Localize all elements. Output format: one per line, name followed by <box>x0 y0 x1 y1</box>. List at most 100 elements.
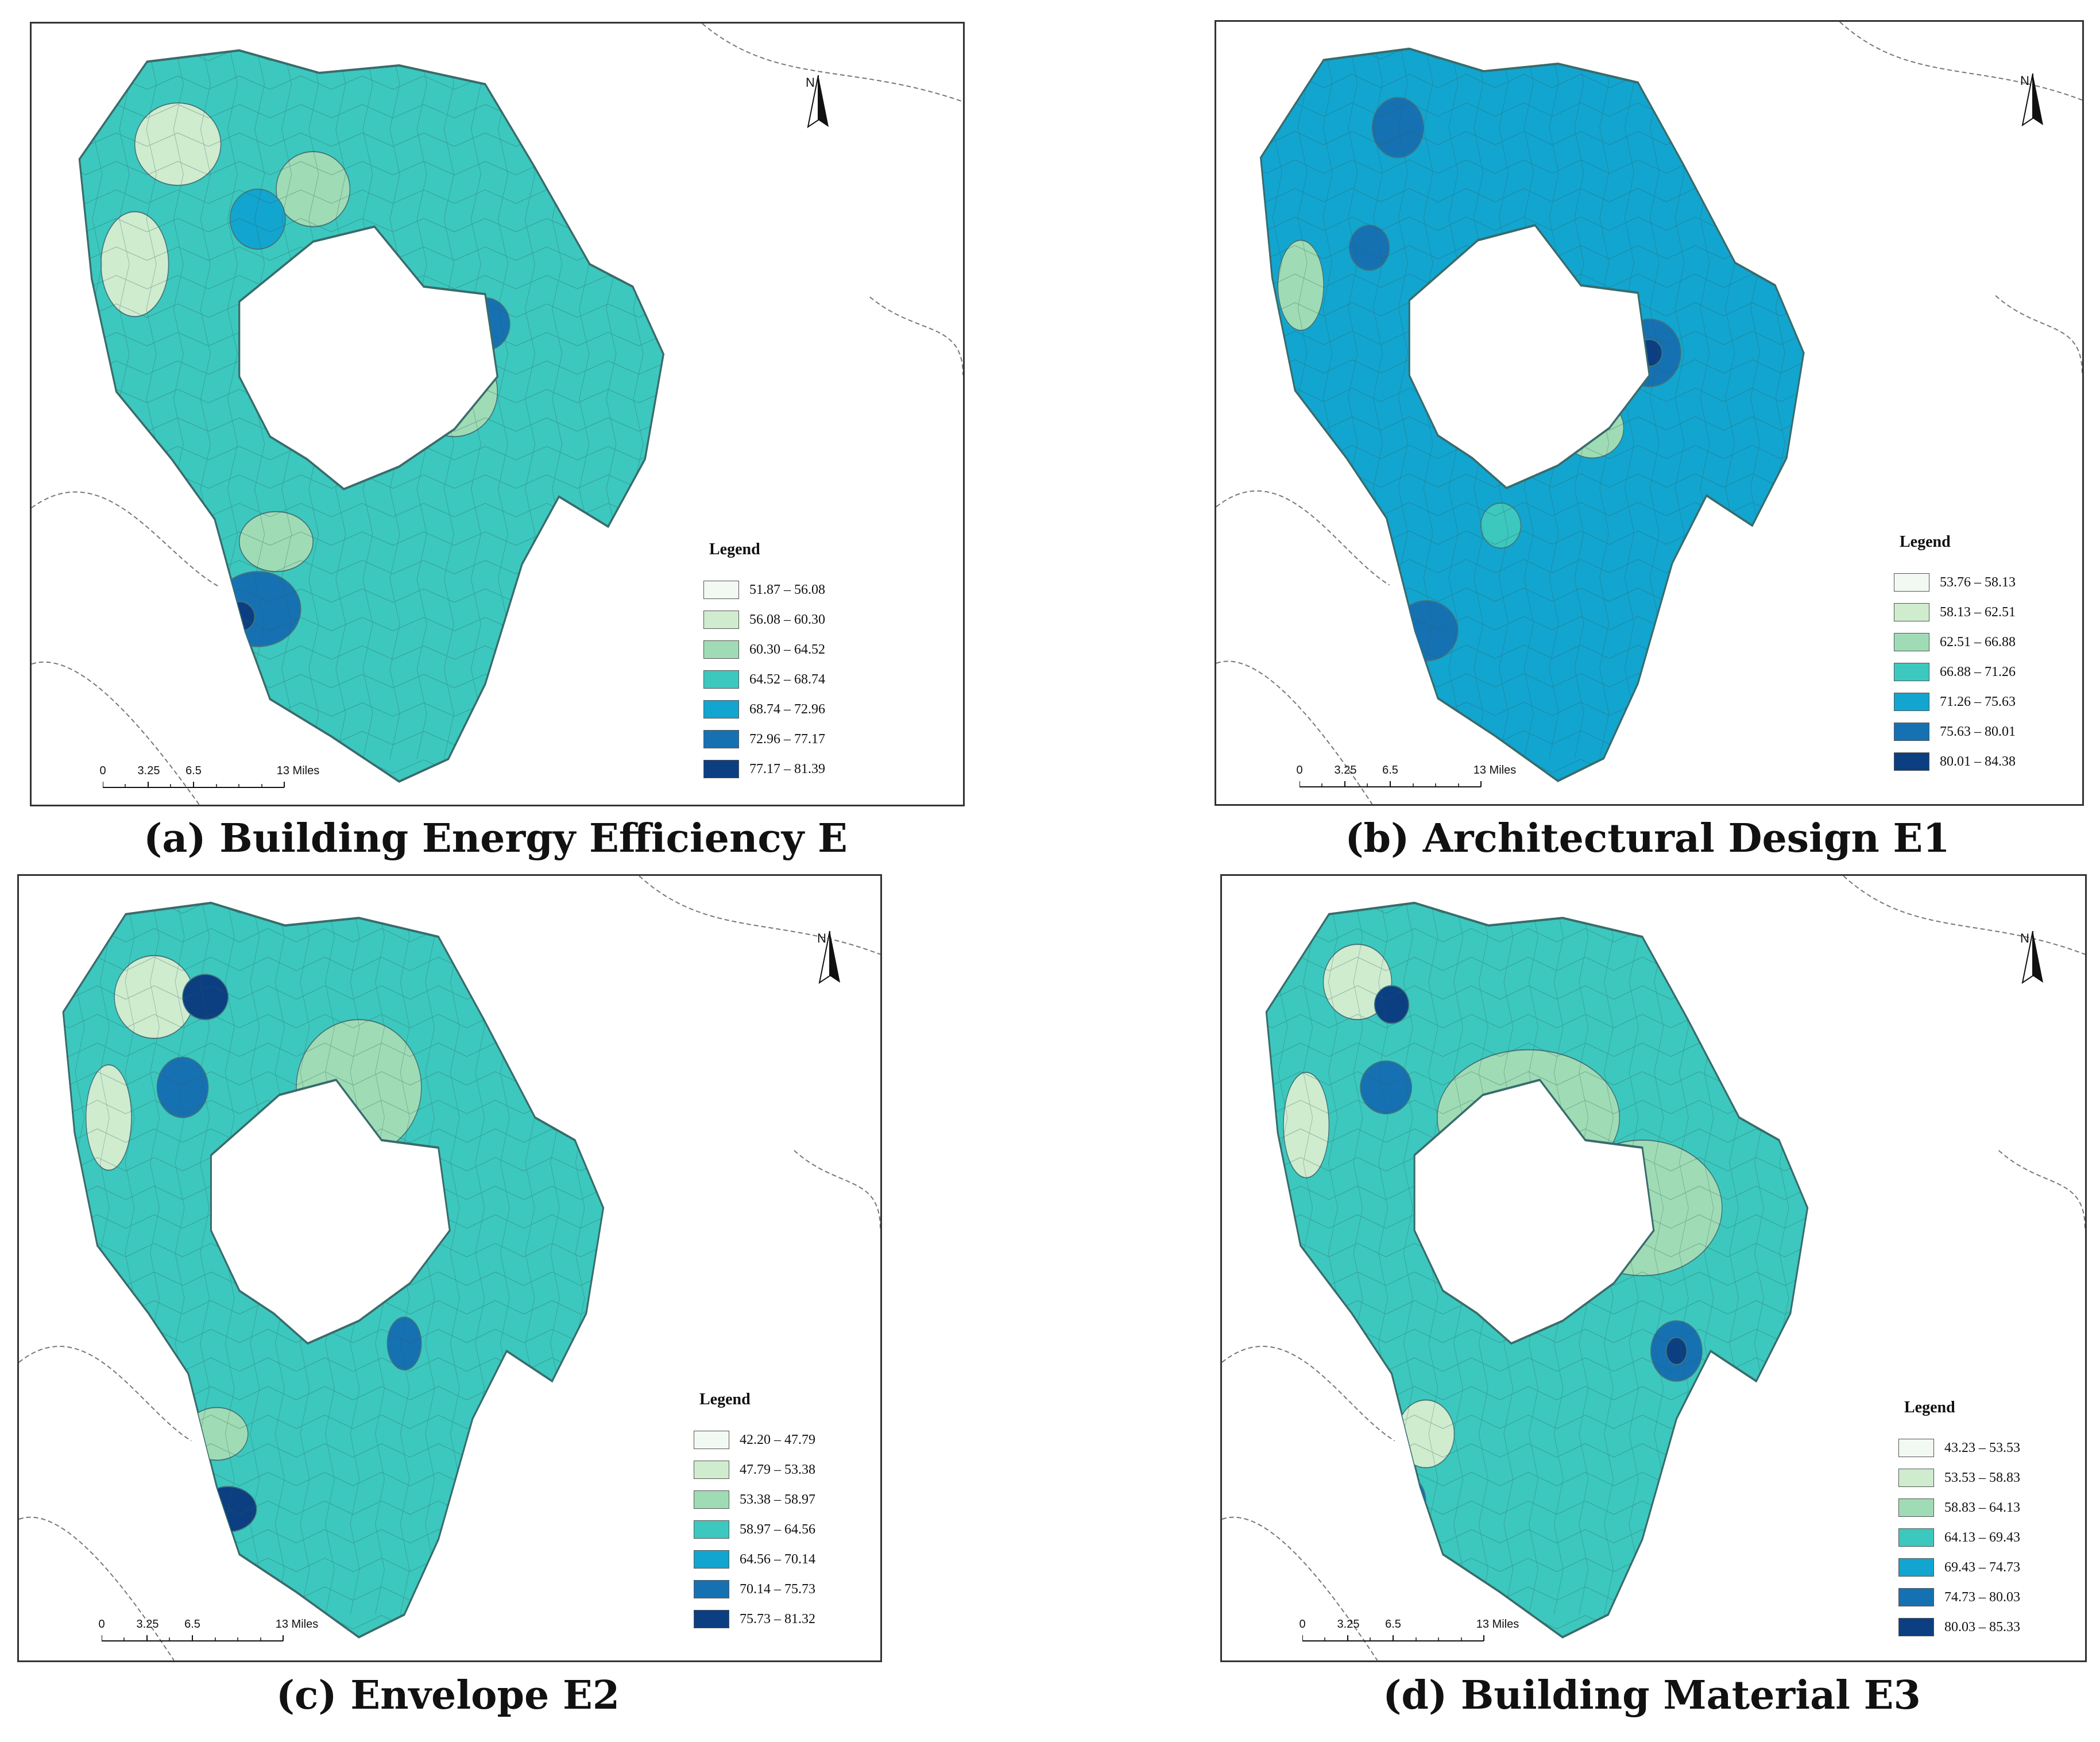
legend-label: 80.01 – 84.38 <box>1940 754 2016 769</box>
background-boundaries <box>32 24 963 805</box>
scale-label: 6.5 <box>1385 1618 1401 1631</box>
legend-row: 72.96 – 77.17 <box>703 724 825 754</box>
district-patch <box>1349 225 1390 271</box>
legend-row: 58.83 – 64.13 <box>1898 1493 2020 1523</box>
north-arrow-icon <box>807 75 829 129</box>
north-arrow-icon <box>2021 74 2043 127</box>
legend-swatch <box>694 1580 729 1598</box>
neighbour-boundary <box>19 1346 192 1442</box>
neighbour-boundary <box>639 876 880 955</box>
legend-label: 64.52 – 68.74 <box>749 671 825 687</box>
legend-row: 64.13 – 69.43 <box>1898 1523 2020 1552</box>
legend-swatch <box>694 1490 729 1509</box>
legend-label: 53.38 – 58.97 <box>740 1492 815 1507</box>
legend-row: 56.08 – 60.30 <box>703 605 825 635</box>
legend-row: 80.03 – 85.33 <box>1898 1612 2020 1642</box>
scale-label: 3.25 <box>1337 1618 1360 1631</box>
district-patch <box>182 974 229 1021</box>
district-patch <box>1397 1399 1455 1469</box>
district-patch <box>1283 1072 1330 1179</box>
map-svg-d <box>1222 876 2085 1660</box>
legend-row: 43.23 – 53.53 <box>1898 1433 2020 1463</box>
scale-label: 0 <box>98 1618 105 1631</box>
caption-d: (d) Building Material E3 <box>1383 1673 1921 1718</box>
north-letter-a: N <box>806 75 815 90</box>
district-patch <box>156 1056 209 1118</box>
legend-row: 64.56 – 70.14 <box>694 1544 815 1574</box>
legend-swatch <box>703 730 739 748</box>
scale-bar-line <box>102 1635 284 1641</box>
district-patch <box>386 1316 422 1371</box>
scale-bar-line <box>1302 1635 1484 1641</box>
legend-row: 64.52 – 68.74 <box>703 665 825 694</box>
legend-swatch <box>1898 1558 1934 1577</box>
district-patch <box>1277 240 1324 331</box>
legend-label: 74.73 – 80.03 <box>1944 1589 2020 1605</box>
township-line <box>79 50 664 61</box>
scale-label: 13 Miles <box>1473 764 1517 777</box>
scale-label: 3.25 <box>1334 764 1357 777</box>
legend-label: 53.76 – 58.13 <box>1940 574 2016 590</box>
legend-label: 62.51 – 66.88 <box>1940 634 2016 650</box>
legend-row: 80.01 – 84.38 <box>1894 747 2016 777</box>
legend-swatch <box>703 670 739 689</box>
scale-label: 6.5 <box>184 1618 200 1631</box>
legend-row: 69.43 – 74.73 <box>1898 1552 2020 1582</box>
township-line <box>63 902 604 914</box>
scale-bar-c: 0 3.25 6.5 13 Miles <box>98 1618 320 1647</box>
neighbour-boundary <box>794 1150 880 1229</box>
scale-label: 3.25 <box>136 1618 159 1631</box>
district-patch <box>1360 1060 1412 1115</box>
district-patch <box>223 601 256 632</box>
district-patch <box>1480 502 1522 549</box>
legend-swatch <box>1898 1588 1934 1606</box>
district-patch <box>276 151 351 227</box>
legend-row: 53.38 – 58.97 <box>694 1485 815 1515</box>
township-line <box>660 50 664 759</box>
legend-label: 77.17 – 81.39 <box>749 761 825 777</box>
central-urban-hole <box>1413 1079 1655 1345</box>
legend-row: 42.20 – 47.79 <box>694 1425 815 1455</box>
scale-label: 13 Miles <box>276 764 320 777</box>
north-arrow-c: N <box>817 931 840 984</box>
legend-row: 66.88 – 71.26 <box>1894 657 2016 687</box>
neighbour-boundary <box>1216 661 1373 804</box>
study-region <box>50 891 605 1639</box>
township-line <box>1260 216 1804 231</box>
map-frame-a: N Legend 51.87 – 56.08 56.08 – 60.30 60.… <box>30 22 965 806</box>
map-svg-b <box>1216 22 2082 804</box>
legend-row: 53.76 – 58.13 <box>1894 567 2016 597</box>
scale-label: 13 Miles <box>1476 1618 1519 1631</box>
central-urban-hole <box>238 225 499 490</box>
legend-label: 66.88 – 71.26 <box>1940 664 2016 679</box>
legend-label: 71.26 – 75.63 <box>1940 694 2016 709</box>
legend-label: 64.13 – 69.43 <box>1944 1529 2020 1545</box>
scale-bar-line <box>1300 781 1482 787</box>
legend-row: 62.51 – 66.88 <box>1894 627 2016 657</box>
map-frame-d: N Legend 43.23 – 53.53 53.53 – 58.83 58.… <box>1220 874 2087 1662</box>
north-arrow-icon <box>818 931 840 984</box>
township-line <box>50 891 59 1614</box>
legend-row: 71.26 – 75.63 <box>1894 687 2016 717</box>
township-line <box>1266 902 1808 914</box>
legend-swatch <box>1894 573 1929 592</box>
legend-row: 51.87 – 56.08 <box>703 575 825 605</box>
map-svg-c <box>19 876 880 1660</box>
legend-b: Legend 53.76 – 58.13 58.13 – 62.51 62.51… <box>1894 533 2016 777</box>
district-patch <box>85 1064 132 1171</box>
background-boundaries <box>19 876 880 1660</box>
neighbour-boundary <box>32 661 200 805</box>
north-letter-d: N <box>2020 931 2029 945</box>
legend-row: 70.14 – 75.73 <box>694 1574 815 1604</box>
district-patch <box>1394 600 1459 662</box>
township-line <box>1800 48 1804 759</box>
scale-label: 0 <box>1299 1618 1306 1631</box>
township-line <box>1248 37 1257 758</box>
neighbour-boundary <box>1222 1346 1395 1442</box>
township-line <box>63 1071 604 1086</box>
legend-label: 60.30 – 64.52 <box>749 642 825 657</box>
scale-bar-line <box>103 782 285 788</box>
township-line <box>1804 902 1808 1615</box>
central-urban-hole <box>210 1079 451 1345</box>
legend-swatch <box>694 1520 729 1539</box>
